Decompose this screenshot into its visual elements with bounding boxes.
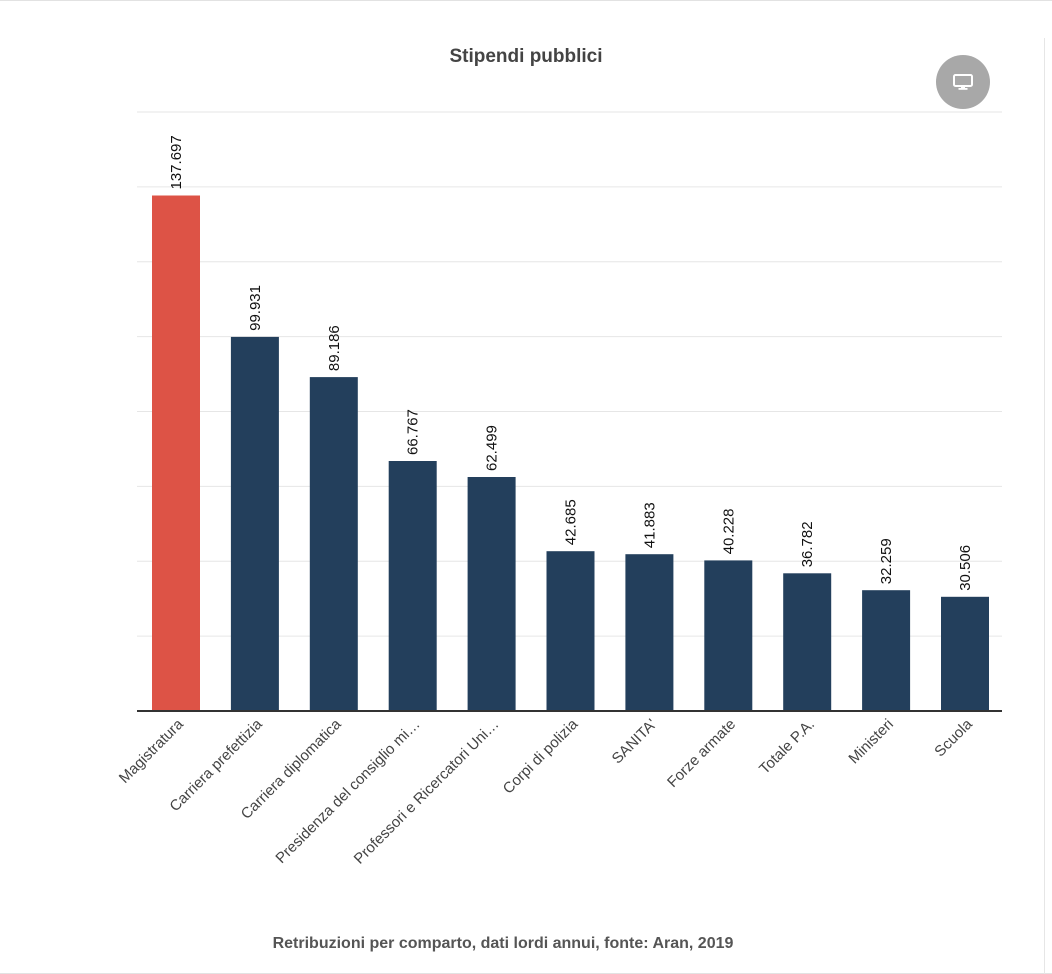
category-label: Ministeri [845, 716, 897, 768]
bar[interactable] [862, 590, 911, 711]
category-label: Presidenza del consiglio mi… [272, 716, 423, 867]
value-label: 32.259 [878, 538, 895, 584]
bar[interactable] [704, 560, 753, 711]
value-label: 42.685 [563, 499, 580, 545]
category-label: Corpi di polizia [500, 715, 582, 797]
value-label: 62.499 [484, 425, 501, 471]
value-label: 66.767 [405, 409, 422, 455]
value-label: 36.782 [799, 521, 816, 567]
value-label: 99.931 [247, 285, 264, 331]
screen-toggle-button[interactable] [936, 55, 990, 109]
category-label: Totale P.A. [756, 716, 818, 778]
chart-caption: Retribuzioni per comparto, dati lordi an… [272, 935, 734, 952]
category-label: SANITA' [609, 716, 661, 768]
bar[interactable] [309, 377, 358, 711]
bar[interactable] [230, 336, 279, 711]
bar[interactable] [783, 573, 832, 711]
grid-lines [137, 111, 1002, 637]
bar[interactable] [467, 477, 516, 711]
value-label: 41.883 [641, 502, 658, 548]
bar[interactable] [546, 551, 595, 711]
bar[interactable] [152, 195, 200, 712]
bar[interactable] [941, 596, 989, 711]
category-label: Magistratura [116, 715, 187, 786]
category-label: Scuola [931, 715, 976, 760]
bar[interactable] [388, 461, 437, 711]
bar[interactable] [625, 554, 674, 711]
value-label: 30.506 [957, 545, 974, 591]
value-label: 89.186 [326, 325, 343, 371]
category-label: Professori e Ricercatori Uni… [351, 716, 503, 868]
value-label: 40.228 [720, 509, 737, 555]
value-labels: 137.697 99.931 89.186 66.767 62.499 42.685 41.… [168, 135, 974, 591]
bars [152, 195, 989, 712]
category-label: Forze armate [664, 716, 739, 791]
chart-title: Stipendi pubblici [449, 46, 603, 67]
value-label: 137.697 [168, 135, 185, 189]
monitor-icon [953, 74, 973, 90]
frame-edge [1044, 38, 1045, 974]
